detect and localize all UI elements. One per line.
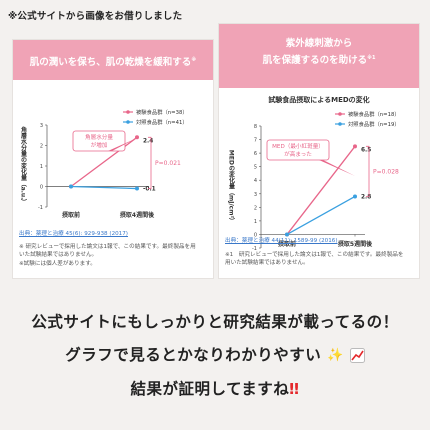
left-source-line-1: ※ 研究レビューで採用した論文は1報で、この結果です。最終製品を用 bbox=[19, 243, 196, 250]
left-chart-card: 肌の潤いを保ち、肌の乾燥を緩和する※ 被験食品群（n=38） 対照食品群（n=41… bbox=[13, 40, 213, 278]
left-source-line-2: いた試験結果ではありません。 bbox=[19, 252, 98, 258]
double-exclamation-icon: ‼ bbox=[289, 380, 300, 398]
caption-line-3: 結果が証明してますね‼ bbox=[0, 377, 430, 399]
chart-increasing-icon bbox=[349, 348, 365, 363]
annotation-line-1: が高まった bbox=[284, 150, 312, 158]
x-tick-label-1: 摂取5週間後 bbox=[338, 240, 373, 248]
data-point-0-1 bbox=[135, 135, 139, 140]
left-source-line-3: ※試験には個人差があります。 bbox=[19, 260, 96, 267]
legend-marker-0 bbox=[338, 112, 342, 116]
y-tick-label-2: 2 bbox=[254, 205, 257, 211]
right-banner-line2: 肌を保護するのを助ける bbox=[262, 55, 368, 67]
p-value-bracket bbox=[366, 145, 370, 197]
y-tick-label-0: 0 bbox=[40, 185, 43, 191]
data-point-1-1 bbox=[135, 186, 139, 191]
y-tick-label-2: 2 bbox=[40, 144, 43, 150]
legend-label-1: 対照食品群（n=19） bbox=[348, 120, 400, 128]
legend-marker-1 bbox=[338, 122, 342, 126]
caption-line-2-text: グラフで見るとかなりわかりやすい bbox=[65, 346, 322, 364]
data-label-0: 6.5 bbox=[361, 147, 371, 153]
y-tick-label-8: 8 bbox=[254, 124, 257, 130]
y-tick-label-1: 1 bbox=[40, 164, 43, 170]
data-label-1: 2.8 bbox=[361, 194, 371, 200]
legend-label-0: 被験食品群（n=18） bbox=[348, 110, 400, 118]
y-tick-label-6: 6 bbox=[254, 151, 257, 157]
data-label-0: 2.4 bbox=[143, 138, 153, 144]
y-tick-label-5: 5 bbox=[254, 165, 257, 171]
series-line-0 bbox=[70, 136, 138, 188]
right-source: 出典：薬理と治療 44(11): 1589-99 (2016) ※1 研究レビュ… bbox=[225, 237, 415, 268]
caption-line-2: グラフで見るとかなりわかりやすい ✨ bbox=[0, 343, 430, 365]
moisture-line-chart: 被験食品群（n=38） 対照食品群（n=41） 角層水分量の変化量（a.u.） -1 0… bbox=[20, 108, 188, 219]
caption-line-3-text: 結果が証明してますね bbox=[130, 380, 290, 398]
data-label-1: -0.1 bbox=[143, 187, 156, 193]
y-tick-label-4: 4 bbox=[254, 178, 257, 184]
data-point-1-0 bbox=[69, 184, 73, 189]
y-axis-label: MEDの変化量（mJ/cm²） bbox=[228, 150, 236, 224]
y-tick-label-1: 1 bbox=[254, 219, 257, 225]
y-tick-label--1: -1 bbox=[252, 246, 257, 252]
annotation-box bbox=[266, 139, 330, 161]
y-tick-label-3: 3 bbox=[254, 192, 257, 198]
annotation-box bbox=[72, 130, 126, 152]
chart-title: 試験食品摂取によるMEDの変化 bbox=[268, 95, 369, 104]
credit-note: ※公式サイトから画像をお借りしました bbox=[8, 11, 183, 22]
series-line-1 bbox=[286, 195, 356, 236]
left-banner-text: 肌の潤いを保ち、肌の乾燥を緩和する bbox=[29, 57, 192, 69]
annotation-line-0: 角層水分量 bbox=[85, 133, 113, 141]
y-tick-label-0: 0 bbox=[254, 232, 257, 238]
caption-line-1: 公式サイトにもしっかりと研究結果が載ってるの！ bbox=[31, 313, 399, 331]
annotation-line-1: が増加 bbox=[91, 141, 108, 149]
legend-label-1: 対照食品群（n=41） bbox=[136, 118, 188, 126]
sparkles-icon: ✨ bbox=[327, 348, 344, 363]
data-point-1-0 bbox=[285, 232, 289, 237]
legend-label-0: 被験食品群（n=38） bbox=[136, 108, 188, 116]
annotation-line-0: MED（最小紅斑量） bbox=[272, 142, 324, 150]
series-line-0 bbox=[286, 145, 356, 235]
legend-marker-1 bbox=[126, 120, 130, 124]
right-chart-card: 紫外線刺激から 肌を保護するのを助ける※1 試験食品摂取によるMEDの変化被験食… bbox=[219, 24, 419, 278]
right-banner-line1: 紫外線刺激から bbox=[285, 38, 353, 49]
data-point-0-1 bbox=[353, 144, 357, 149]
left-card-banner: 肌の潤いを保ち、肌の乾燥を緩和する※ bbox=[13, 40, 213, 80]
y-axis-label: 角層水分量の変化量（a.u.） bbox=[20, 126, 28, 206]
right-card-banner: 紫外線刺激から 肌を保護するのを助ける※1 bbox=[219, 24, 419, 88]
data-point-1-1 bbox=[353, 194, 357, 199]
left-source-link[interactable]: 出典：薬理と治療 45(6): 929-938 (2017) bbox=[19, 231, 128, 237]
right-banner-sup: ※1 bbox=[367, 55, 376, 61]
y-tick-label-7: 7 bbox=[254, 138, 257, 144]
y-tick-label-3: 3 bbox=[40, 123, 43, 129]
series-line-1 bbox=[70, 185, 138, 190]
p-value-label: P=0.021 bbox=[155, 160, 181, 167]
x-tick-label-0: 摂取前 bbox=[62, 211, 80, 219]
p-value-bracket bbox=[148, 136, 152, 189]
legend-marker-0 bbox=[126, 110, 130, 114]
left-source: 出典：薬理と治療 45(6): 929-938 (2017) ※ 研究レビューで… bbox=[19, 230, 209, 268]
y-tick-label--1: -1 bbox=[38, 205, 43, 211]
left-banner-sup: ※ bbox=[191, 57, 197, 63]
right-source-line-1: ※1 研究レビューで採用した論文は1報で、この結果です。最終製品を bbox=[225, 251, 404, 258]
x-tick-label-1: 摂取4週間後 bbox=[120, 211, 155, 219]
x-tick-label-0: 摂取前 bbox=[278, 240, 296, 248]
right-source-line-2: 用いた試験結果ではありません。 bbox=[225, 260, 309, 266]
annotation-pointer bbox=[108, 138, 137, 151]
p-value-label: P=0.028 bbox=[373, 168, 399, 175]
annotation-pointer bbox=[319, 160, 355, 176]
right-source-link[interactable]: 出典：薬理と治療 44(11): 1589-99 (2016) bbox=[225, 238, 338, 244]
